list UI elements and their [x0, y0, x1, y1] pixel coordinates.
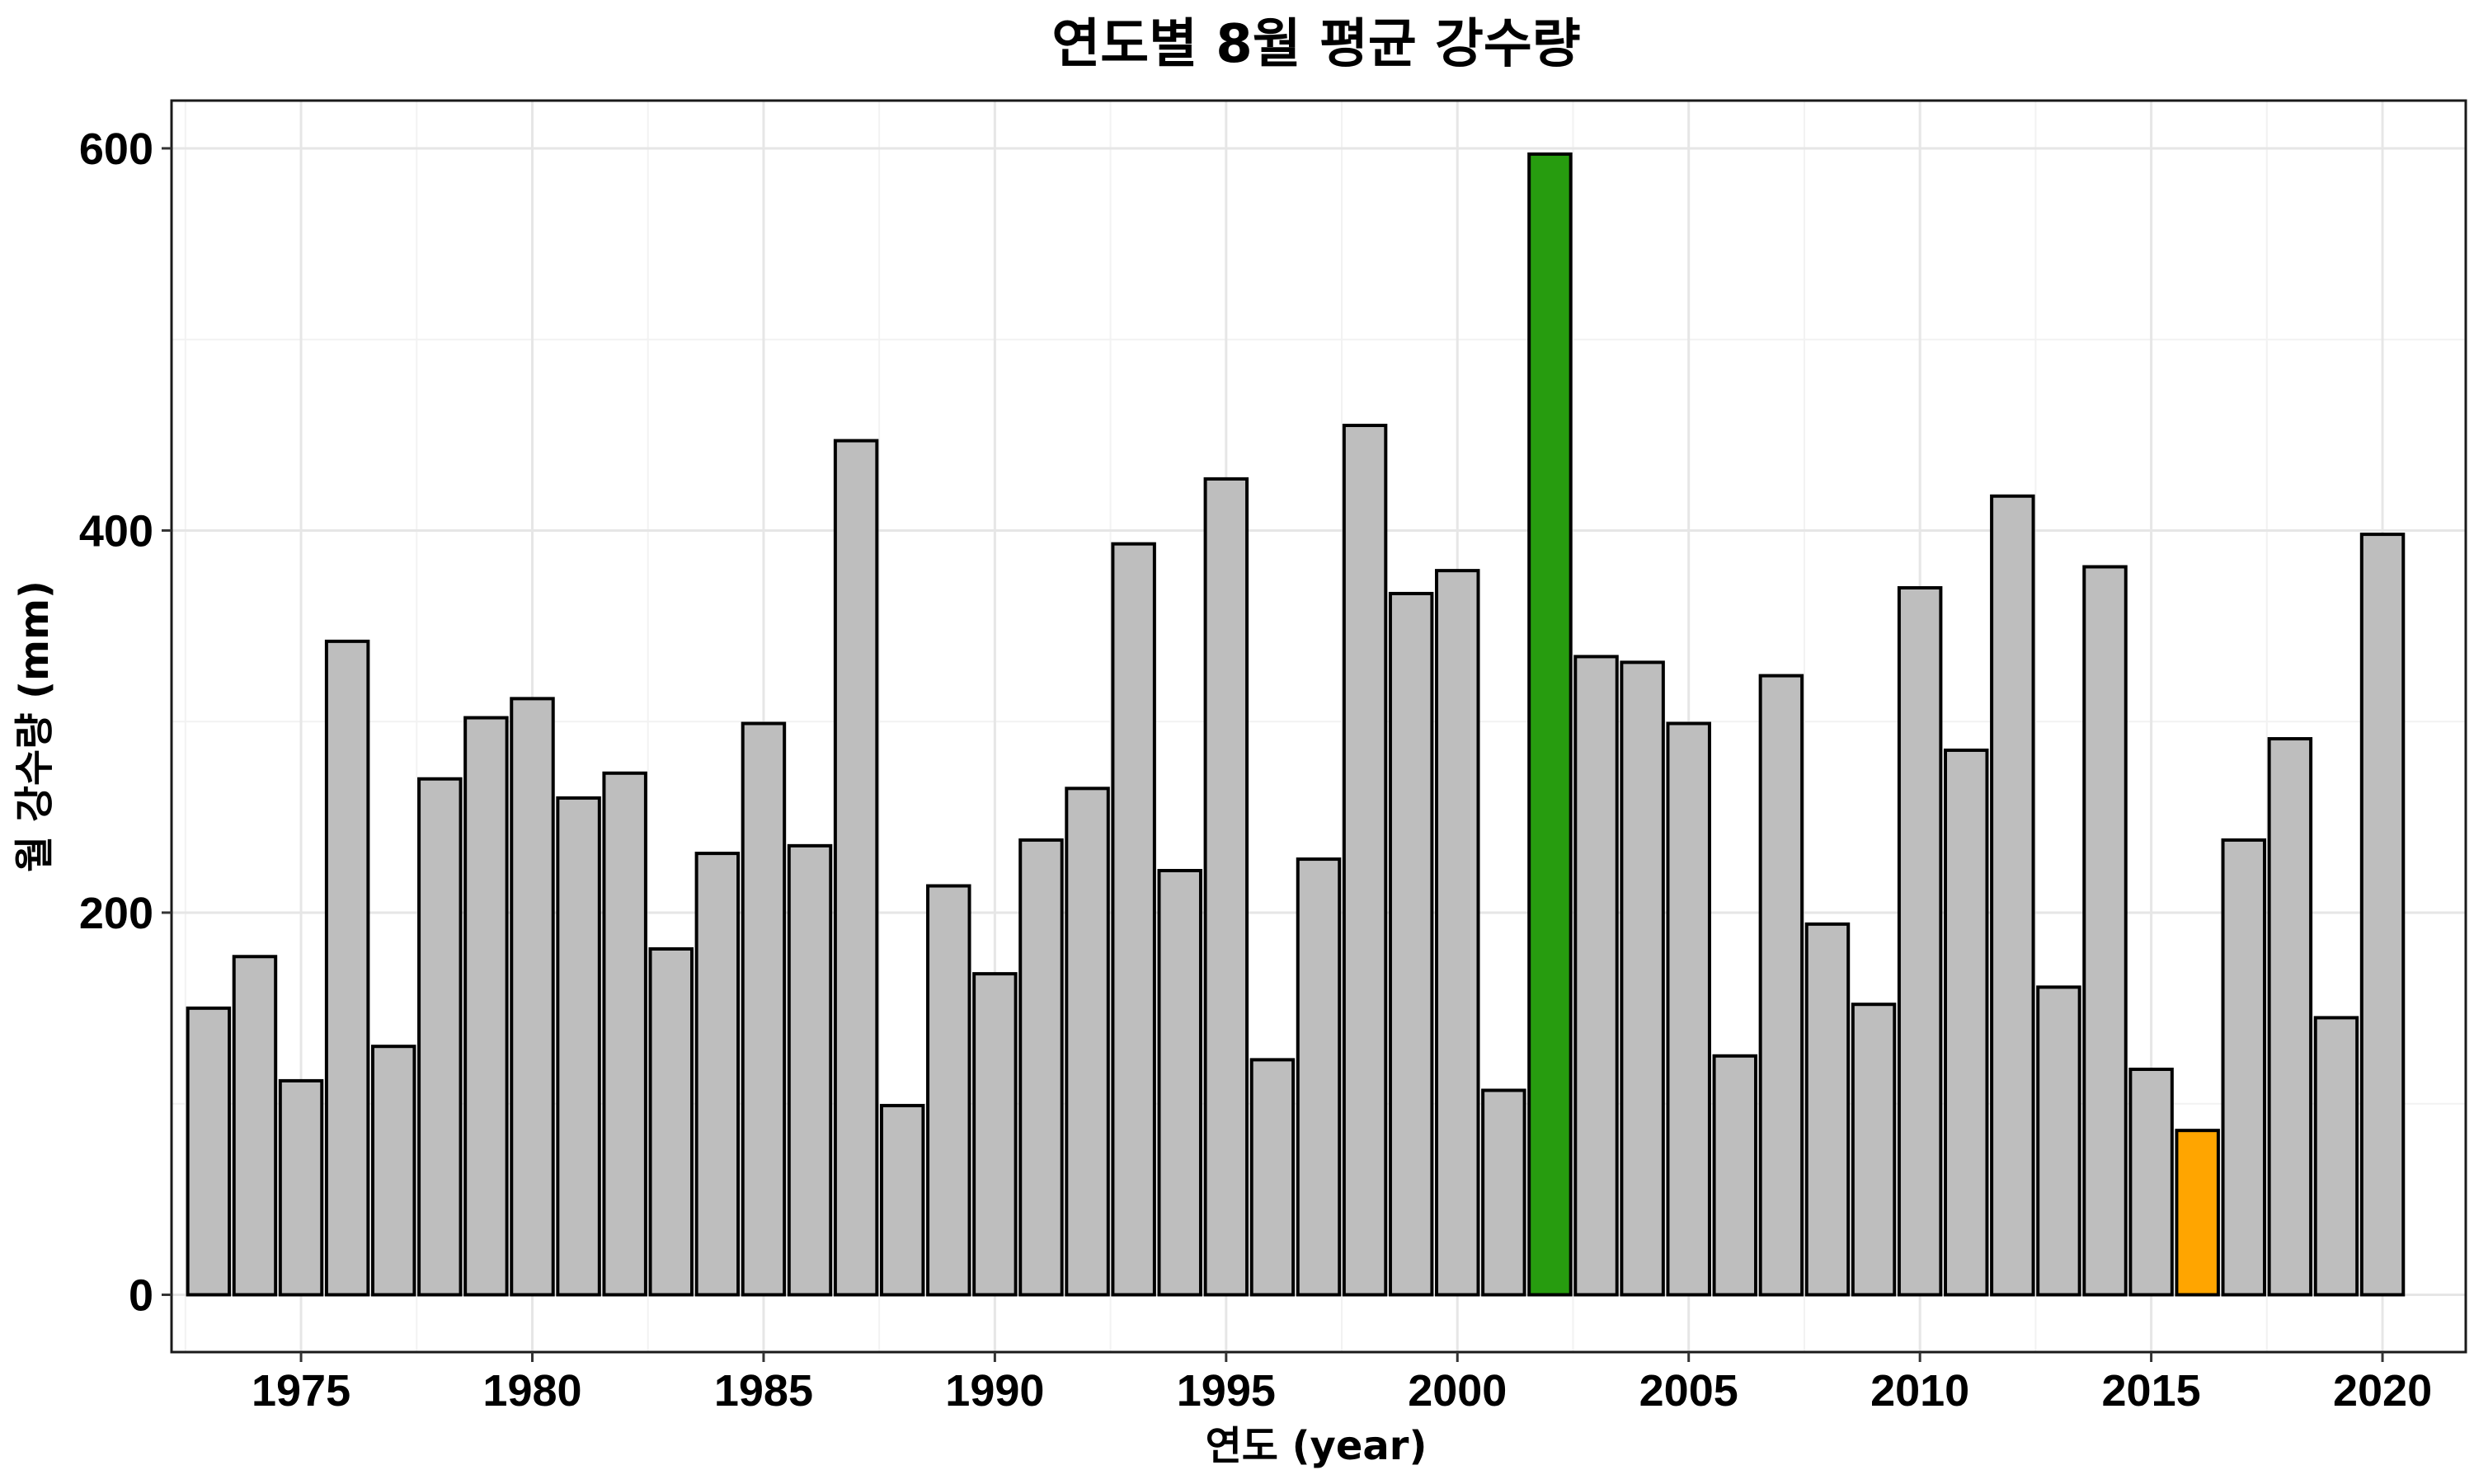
bar-2006: [1712, 1054, 1758, 1297]
bar-1997: [1296, 857, 1342, 1297]
bar-2020: [2359, 533, 2406, 1297]
x-tick-label: 1995: [1177, 1366, 1276, 1416]
plot-panel-border: [170, 99, 2467, 1354]
x-tick-label: 1985: [714, 1366, 813, 1416]
bar-2005: [1666, 721, 1711, 1297]
bars: [186, 152, 2406, 1297]
x-tick-label: 1980: [482, 1366, 581, 1416]
x-tick-label: 2000: [1408, 1366, 1507, 1416]
y-tick-label: 200: [79, 889, 153, 938]
x-tick-label: 1990: [945, 1366, 1044, 1416]
bar-2014: [2082, 565, 2128, 1297]
bar-2019: [2313, 1016, 2359, 1297]
bar-1983: [648, 946, 694, 1297]
bar-2017: [2221, 838, 2267, 1297]
bar-1980: [510, 697, 555, 1297]
bar-2010: [1897, 585, 1943, 1297]
bar-2012: [1990, 494, 2035, 1297]
y-tick-label: 400: [79, 506, 153, 556]
bar-2007: [1758, 674, 1804, 1297]
bar-1978: [417, 777, 463, 1297]
bar-1975: [278, 1078, 324, 1297]
bar-1987: [833, 439, 879, 1297]
x-tick-label: 2005: [1639, 1366, 1738, 1416]
bar-2001: [1481, 1088, 1526, 1297]
bar-2016: [2175, 1129, 2220, 1297]
axes: 0 200 400 600 1975 1980 1985 1990 1995 2000 2005 20…: [79, 124, 2432, 1416]
bar-1995: [1203, 477, 1249, 1297]
bar-2003: [1573, 655, 1619, 1297]
x-tick-label: 1975: [252, 1366, 350, 1416]
bar-2002: [1527, 152, 1573, 1297]
chart-title: 연도별 8월 평균 강수량: [1051, 14, 1580, 75]
bar-1982: [602, 771, 647, 1297]
bar-2000: [1435, 569, 1480, 1297]
bar-1991: [1018, 838, 1064, 1297]
bar-1974: [232, 955, 278, 1297]
bar-1973: [186, 1006, 232, 1297]
y-axis-title: 월 강수량 (mm): [12, 580, 58, 872]
bar-2015: [2128, 1068, 2174, 1297]
bar-1979: [463, 716, 509, 1297]
bar-1986: [787, 843, 833, 1297]
bar-2009: [1851, 1003, 1897, 1297]
bar-1989: [926, 884, 971, 1297]
y-tick-label: 0: [129, 1270, 153, 1320]
bar-1988: [879, 1104, 925, 1297]
bar-1990: [972, 972, 1018, 1297]
bar-2004: [1620, 660, 1665, 1297]
bar-1998: [1342, 423, 1388, 1297]
bar-1996: [1249, 1058, 1296, 1297]
bar-1976: [324, 639, 370, 1297]
bar-1993: [1111, 542, 1156, 1297]
bar-2008: [1804, 922, 1851, 1297]
bar-1985: [741, 721, 787, 1297]
x-axis-title: 연도 (year): [1206, 1423, 1427, 1469]
x-tick-label: 2020: [2333, 1366, 2432, 1416]
y-tick-label: 600: [79, 124, 153, 174]
bar-2018: [2267, 737, 2313, 1297]
x-tick-label: 2015: [2102, 1366, 2201, 1416]
bar-2011: [1944, 748, 1989, 1297]
bar-1999: [1388, 591, 1434, 1297]
bar-1977: [370, 1045, 416, 1297]
bar-1992: [1065, 787, 1110, 1297]
bar-1981: [556, 796, 601, 1297]
bar-1994: [1157, 868, 1202, 1297]
bar-2013: [2036, 985, 2081, 1297]
x-tick-label: 2010: [1870, 1366, 1969, 1416]
bar-1984: [694, 852, 741, 1297]
